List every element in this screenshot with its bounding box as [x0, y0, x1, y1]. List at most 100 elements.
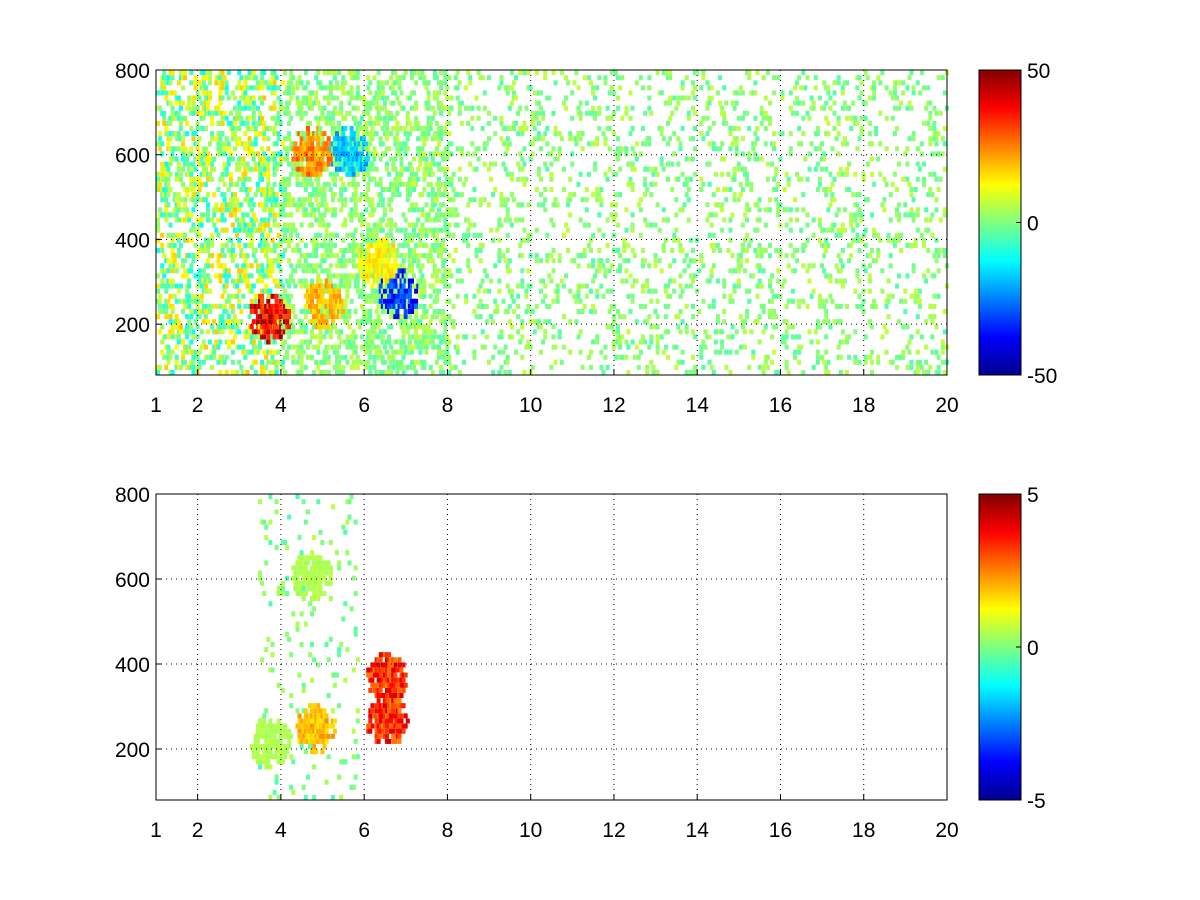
- heatmap-cell: [308, 253, 312, 259]
- heatmap-cell: [391, 242, 396, 248]
- heatmap-cell: [434, 232, 439, 238]
- heatmap-cell: [320, 115, 325, 121]
- heatmap-cell: [339, 131, 344, 137]
- heatmap-cell: [224, 309, 229, 314]
- heatmap-cell: [605, 176, 610, 182]
- heatmap-cell: [168, 293, 173, 299]
- heatmap-cell: [260, 80, 265, 86]
- heatmap-cell: [335, 166, 339, 172]
- heatmap-cell: [195, 120, 200, 126]
- heatmap-cell: [299, 364, 304, 370]
- heatmap-cell: [428, 258, 433, 264]
- heatmap-cell: [208, 278, 212, 284]
- heatmap-cell: [470, 105, 475, 111]
- heatmap-cell: [445, 85, 450, 91]
- heatmap-cell: [337, 136, 342, 142]
- heatmap-cell: [380, 263, 385, 269]
- heatmap-cell: [337, 298, 342, 304]
- heatmap-cell: [187, 303, 192, 309]
- heatmap-cell: [437, 141, 441, 147]
- heatmap-cell: [759, 283, 764, 289]
- heatmap-cell: [701, 298, 706, 304]
- heatmap-cell: [178, 105, 183, 111]
- heatmap-cell: [691, 136, 695, 142]
- heatmap-cell: [268, 268, 273, 274]
- heatmap-cell: [166, 242, 171, 248]
- heatmap-cell: [576, 288, 581, 294]
- heatmap-cell: [653, 309, 658, 314]
- heatmap-cell: [278, 298, 283, 304]
- heatmap-cell: [422, 359, 427, 365]
- heatmap-cell: [382, 120, 387, 126]
- heatmap-cell: [357, 293, 362, 299]
- heatmap-cell: [382, 242, 387, 248]
- heatmap-cell: [372, 298, 377, 304]
- heatmap-cell: [160, 242, 165, 248]
- heatmap-cell: [407, 181, 412, 187]
- heatmap-cell: [630, 166, 635, 172]
- heatmap-cell: [341, 309, 346, 314]
- heatmap-cell: [670, 161, 675, 167]
- heatmap-cell: [724, 364, 729, 370]
- heatmap-cell: [370, 283, 375, 289]
- heatmap-cell: [337, 344, 342, 350]
- heatmap-cell: [414, 171, 419, 177]
- heatmap-cell: [270, 192, 275, 198]
- heatmap-cell: [389, 222, 394, 228]
- heatmap-cell: [353, 207, 358, 213]
- heatmap-cell: [443, 171, 448, 177]
- heatmap-cell: [505, 136, 510, 142]
- heatmap-cell: [534, 253, 539, 259]
- heatmap-cell: [509, 293, 514, 299]
- heatmap-cell: [826, 131, 831, 137]
- heatmap-cell: [239, 278, 244, 284]
- heatmap-cell: [366, 253, 371, 259]
- heatmap-cell: [499, 202, 504, 208]
- heatmap-cell: [287, 136, 292, 142]
- heatmap-cell: [695, 288, 700, 294]
- heatmap-cell: [763, 110, 768, 116]
- heatmap-cell: [199, 171, 204, 177]
- heatmap-cell: [391, 263, 396, 269]
- heatmap-cell: [283, 212, 287, 218]
- heatmap-cell: [324, 298, 329, 304]
- heatmap-cell: [630, 339, 635, 345]
- heatmap-cell: [289, 232, 294, 238]
- heatmap-cell: [455, 268, 460, 274]
- heatmap-cell: [763, 95, 768, 101]
- heatmap-cell: [310, 293, 314, 299]
- heatmap-cell: [191, 293, 196, 299]
- heatmap-cell: [168, 171, 173, 177]
- heatmap-cell: [156, 288, 160, 294]
- heatmap-cell: [272, 339, 277, 345]
- heatmap-cell: [397, 176, 402, 182]
- heatmap-cell: [530, 151, 535, 157]
- heatmap-cell: [736, 197, 741, 203]
- heatmap-cell: [183, 197, 188, 203]
- heatmap-cell: [218, 85, 223, 91]
- heatmap-cell: [793, 100, 797, 106]
- heatmap-cell: [678, 242, 683, 248]
- heatmap-cell: [299, 100, 304, 106]
- heatmap-cell: [509, 334, 514, 340]
- heatmap-cell: [349, 151, 354, 157]
- heatmap-cell: [351, 232, 356, 238]
- heatmap-cell: [428, 126, 433, 131]
- heatmap-cell: [443, 268, 448, 274]
- heatmap-cell: [580, 364, 585, 370]
- heatmap-cell: [249, 309, 254, 314]
- heatmap-cell: [366, 268, 371, 274]
- heatmap-cell: [166, 268, 171, 274]
- heatmap-cell: [668, 95, 673, 101]
- heatmap-cell: [328, 314, 333, 320]
- heatmap-cell: [491, 370, 496, 375]
- heatmap-cell: [310, 329, 314, 335]
- heatmap-cell: [195, 283, 200, 289]
- heatmap-cell: [824, 370, 829, 375]
- heatmap-cell: [595, 293, 600, 299]
- heatmap-cell: [824, 100, 829, 106]
- heatmap-cell: [432, 232, 437, 238]
- heatmap-cell: [622, 314, 627, 320]
- heatmap-cell: [214, 110, 219, 116]
- heatmap-cell: [601, 131, 606, 137]
